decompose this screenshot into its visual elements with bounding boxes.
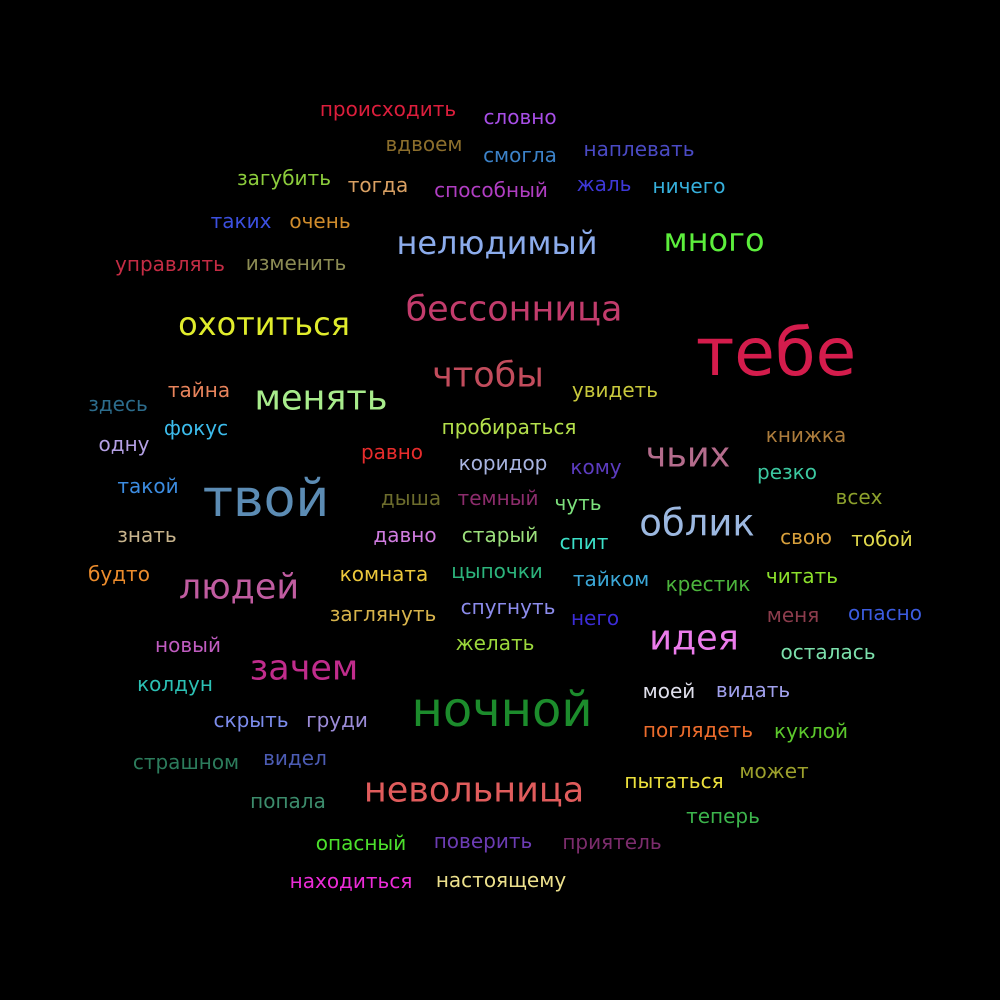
word: приятель — [562, 830, 662, 854]
word: фокус — [163, 416, 229, 440]
word: него — [570, 606, 620, 630]
word: всех — [835, 485, 883, 509]
word: тогда — [347, 173, 409, 197]
word: чуть — [554, 491, 602, 515]
word: видать — [715, 678, 791, 702]
word: попала — [250, 789, 326, 813]
word: чтобы — [432, 355, 544, 396]
word: дыша — [380, 486, 442, 510]
word: комната — [339, 562, 429, 586]
word: груди — [306, 708, 368, 732]
word: темный — [457, 486, 539, 510]
word: жаль — [576, 172, 632, 196]
word: идея — [649, 618, 739, 659]
word: чьих — [645, 435, 731, 476]
word: куклой — [773, 719, 849, 743]
word: тебе — [695, 314, 857, 391]
word: загубить — [236, 166, 332, 190]
word: спит — [559, 530, 609, 554]
word: коридор — [458, 451, 548, 475]
word: одну — [98, 432, 150, 456]
word: смогла — [483, 143, 557, 167]
word: управлять — [115, 252, 225, 276]
word: равно — [360, 440, 424, 464]
word: спугнуть — [460, 595, 556, 619]
word: давно — [373, 523, 437, 547]
word: скрыть — [213, 708, 289, 732]
word: страшном — [132, 750, 240, 774]
word: изменить — [245, 251, 347, 275]
word: нелюдимый — [396, 224, 598, 262]
word: охотиться — [178, 305, 350, 343]
word: наплевать — [583, 137, 695, 161]
word: менять — [254, 378, 388, 419]
word: заглянуть — [329, 602, 437, 626]
word: будто — [88, 562, 150, 586]
word: резко — [757, 460, 817, 484]
word: тобой — [851, 527, 913, 551]
word: вдвоем — [385, 132, 463, 156]
word: здесь — [88, 392, 148, 416]
word: осталась — [780, 640, 876, 664]
word: настоящему — [435, 868, 567, 892]
word: много — [663, 221, 765, 259]
word: происходить — [319, 97, 457, 121]
word: колдун — [137, 672, 213, 696]
word: увидеть — [571, 378, 659, 402]
word: новый — [155, 633, 221, 657]
word: читать — [765, 564, 839, 588]
word: бессонница — [405, 289, 623, 330]
word: твой — [202, 469, 330, 529]
word: тайна — [167, 378, 231, 402]
word: такой — [117, 474, 179, 498]
word: облик — [639, 501, 755, 545]
word: желать — [455, 631, 535, 655]
word: поглядеть — [642, 718, 754, 742]
word: очень — [289, 209, 351, 233]
word: пытаться — [624, 769, 724, 793]
word: свою — [780, 525, 832, 549]
word: моей — [642, 679, 696, 703]
word: опасный — [315, 831, 407, 855]
word: может — [739, 759, 809, 783]
word: ничего — [652, 174, 726, 198]
word: находиться — [289, 869, 413, 893]
word: знать — [117, 523, 177, 547]
word: видел — [263, 746, 327, 770]
word: крестик — [665, 572, 751, 596]
word: способный — [434, 178, 548, 202]
word: невольница — [363, 770, 585, 811]
word: таких — [210, 209, 272, 233]
word: поверить — [433, 829, 533, 853]
word: тайком — [572, 567, 650, 591]
word: книжка — [765, 423, 847, 447]
word: пробираться — [441, 415, 577, 439]
word: старый — [461, 523, 539, 547]
word: меня — [766, 603, 820, 627]
word: цыпочки — [451, 559, 543, 583]
word: кому — [570, 455, 622, 479]
word: теперь — [686, 804, 760, 828]
word: опасно — [848, 601, 922, 625]
word: зачем — [249, 648, 359, 689]
word: словно — [483, 105, 557, 129]
word: людей — [178, 567, 300, 608]
word: ночной — [411, 682, 593, 738]
